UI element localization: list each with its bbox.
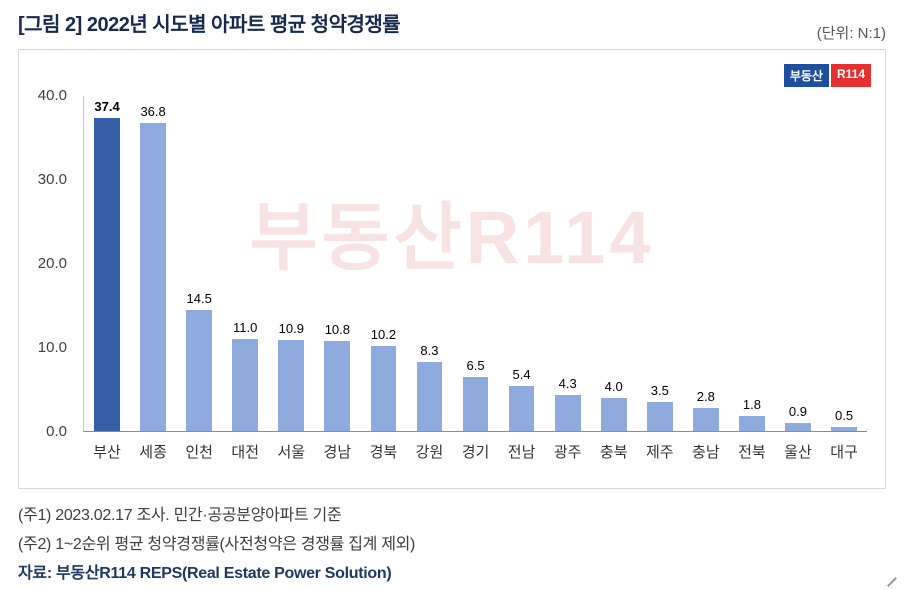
bar-category-label: 광주 — [553, 444, 582, 461]
bar-group: 6.5 경기 — [453, 96, 499, 461]
bar-category-label: 대구 — [830, 444, 858, 461]
bar-group: 10.2 경북 — [360, 96, 406, 461]
bar-category-label: 충북 — [599, 444, 628, 461]
bar-group: 8.3 강원 — [406, 96, 452, 462]
bar — [370, 345, 397, 431]
bar-group: 37.4 부산 — [84, 96, 130, 461]
bar-value-label: 5.4 — [512, 366, 531, 382]
y-axis: 0.0 10.0 20.0 30.0 40.0 — [19, 88, 75, 440]
bar-value-label: 36.8 — [140, 103, 166, 119]
bar-value-label: 3.5 — [650, 382, 669, 398]
bar — [739, 415, 765, 431]
plot-area: 37.4 부산 36.8 세종 14.5 인천 11.0 대전 10.9 서울 10.8 경남 10.2… — [83, 96, 867, 462]
bar — [416, 361, 443, 431]
bar-value-label: 2.8 — [696, 388, 715, 404]
bar-value-label: 14.5 — [186, 290, 212, 306]
bar-group: 11.0 대전 — [222, 96, 268, 461]
bar-category-label: 울산 — [784, 444, 812, 461]
figure-header: [그림 2] 2022년 시도별 아파트 평균 청약경쟁률 (단위: N:1) — [0, 0, 904, 49]
footnote-1: (주1) 2023.02.17 조사. 민간·공공분양아파트 기준 — [18, 507, 342, 524]
footnotes: (주1) 2023.02.17 조사. 민간·공공분양아파트 기준 (주2) 1… — [0, 489, 904, 588]
bar-value-label: 0.5 — [834, 407, 854, 423]
bar-value-label: 37.4 — [94, 98, 120, 114]
bar-category-label: 경북 — [369, 444, 398, 461]
bar — [785, 423, 811, 431]
y-axis-tick-label: 0.0 — [46, 423, 67, 440]
bar-group: 4.0 충북 — [591, 96, 637, 462]
bar-category-label: 세종 — [139, 444, 167, 461]
bar-value-label: 10.8 — [324, 321, 350, 337]
bar-group: 0.5 대구 — [821, 96, 867, 461]
bar-category-label: 서울 — [277, 444, 306, 461]
bar-category-label: 대전 — [231, 444, 260, 461]
bar-category-label: 경기 — [461, 444, 490, 461]
y-axis-tick-label: 40.0 — [37, 87, 67, 104]
bar-value-label: 10.2 — [370, 326, 397, 342]
bar — [508, 385, 535, 431]
bar — [140, 122, 166, 431]
bar — [692, 407, 719, 431]
bar-value-label: 8.3 — [420, 342, 439, 358]
bar — [186, 309, 213, 431]
bar-value-label: 1.8 — [742, 396, 761, 412]
bar — [324, 340, 351, 431]
bar-category-label: 충남 — [692, 444, 720, 461]
bar-group: 0.9 울산 — [775, 96, 821, 461]
bar — [646, 401, 673, 431]
bar-group: 1.8 전북 — [729, 96, 775, 461]
bar — [462, 376, 489, 431]
logo-text-r114: R114 — [830, 64, 871, 87]
bar-category-label: 부산 — [93, 444, 121, 461]
logo-text-budongsan: 부동산 — [783, 64, 829, 87]
bar-value-label: 11.0 — [233, 319, 258, 335]
bar-group: 10.9 서울 — [268, 96, 314, 461]
bar — [278, 339, 305, 431]
bar-category-label: 전남 — [507, 444, 536, 461]
bar-value-label: 10.9 — [278, 320, 304, 336]
bar — [232, 338, 259, 431]
bar-group: 2.8 충남 — [683, 96, 729, 461]
y-axis-tick-label: 30.0 — [37, 171, 67, 188]
bar-value-label: 0.9 — [788, 404, 808, 420]
page-title: [그림 2] 2022년 시도별 아파트 평균 청약경쟁률 — [18, 14, 401, 36]
y-axis-tick-label: 10.0 — [37, 339, 67, 356]
bar-category-label: 제주 — [645, 444, 674, 461]
chart-area: 부동산 R114 부동산R114 0.0 10.0 20.0 30.0 40.0 37.… — [18, 49, 886, 489]
bar — [94, 117, 120, 431]
bar — [554, 395, 581, 431]
footnote-2: (주2) 1~2순위 평균 청약경쟁률(사전청약은 경쟁률 집계 제외) — [18, 536, 416, 553]
bar-group: 3.5 제주 — [637, 96, 683, 461]
bar-group: 14.5 인천 — [176, 96, 222, 461]
bar-category-label: 경남 — [323, 444, 352, 461]
bar-category-label: 전북 — [738, 444, 766, 461]
source-note: 자료: 부동산R114 REPS(Real Estate Power Solut… — [18, 565, 392, 582]
bar — [831, 426, 857, 431]
bar-category-label: 인천 — [185, 444, 213, 461]
bar-value-label: 6.5 — [466, 357, 485, 373]
bar-group: 5.4 전남 — [499, 96, 545, 461]
bar-value-label: 4.0 — [604, 378, 623, 394]
bar — [600, 397, 627, 431]
unit-label: (단위: N:1) — [816, 25, 886, 42]
bar-group: 36.8 세종 — [130, 96, 176, 461]
r114-logo: 부동산 R114 — [783, 64, 871, 87]
bar-value-label: 4.3 — [558, 376, 577, 391]
bar-group: 10.8 경남 — [314, 96, 360, 461]
y-axis-tick-label: 20.0 — [37, 255, 67, 272]
bar-group: 4.3 광주 — [545, 96, 591, 461]
bar-category-label: 강원 — [415, 444, 444, 461]
